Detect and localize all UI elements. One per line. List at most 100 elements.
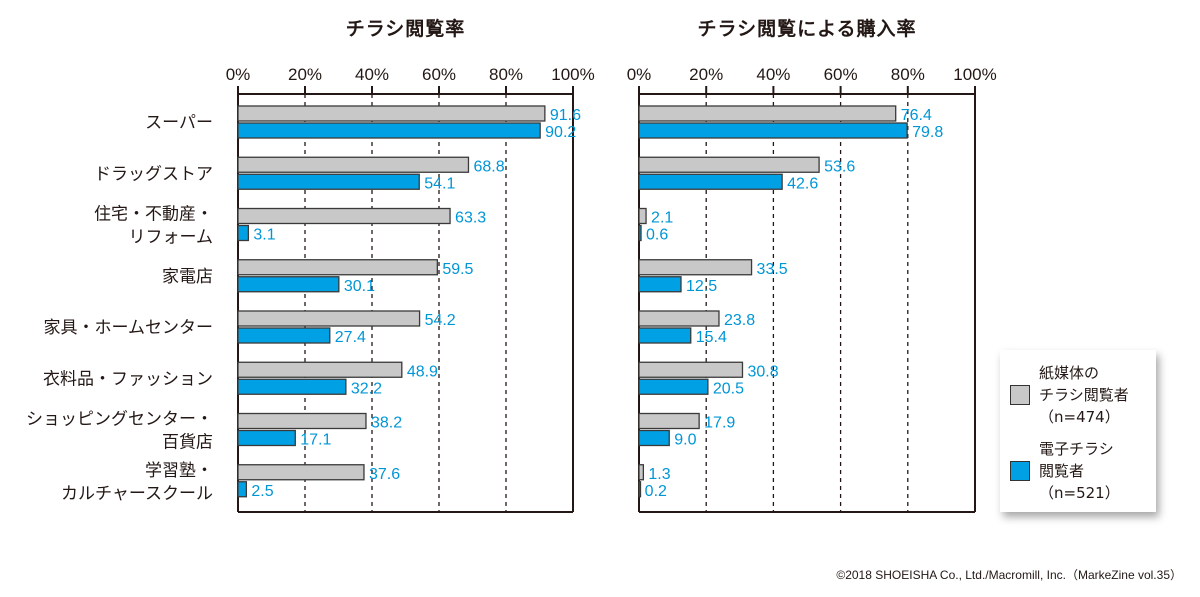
x-tick-label: 100% xyxy=(551,65,594,84)
value-label-digital: 27.4 xyxy=(335,329,366,346)
category-label: 家電店 xyxy=(162,267,213,287)
category-label: 住宅・不動産・ xyxy=(94,205,213,225)
bar-paper xyxy=(237,412,367,430)
category-label: 衣料品・ファッション xyxy=(43,369,213,389)
value-label-paper: 76.4 xyxy=(901,107,932,124)
x-tick-label: 0% xyxy=(627,65,652,84)
bar-digital xyxy=(237,173,420,190)
x-tick-label: 40% xyxy=(756,65,790,84)
value-label-paper: 33.5 xyxy=(757,261,788,278)
bar-paper xyxy=(237,156,470,173)
bar-paper xyxy=(638,259,753,276)
value-label-digital: 17.1 xyxy=(300,432,331,449)
bar-paper xyxy=(237,361,403,378)
bar-digital xyxy=(638,276,682,293)
bar-paper xyxy=(638,207,647,225)
bar-digital xyxy=(638,173,783,190)
copyright-footer: ©2018 SHOEISHA Co., Ltd./Macromill, Inc.… xyxy=(836,568,1182,582)
bar-digital xyxy=(237,378,347,395)
value-label-digital: 12.5 xyxy=(686,278,717,295)
bar-digital xyxy=(638,378,709,395)
bar-paper xyxy=(638,310,720,327)
legend-text-digital: 電子チラシ 閲覧者 （n=521） xyxy=(1039,438,1120,504)
legend-item-paper: 紙媒体の チラシ閲覧者 （n=474） xyxy=(1010,362,1129,428)
bar-digital xyxy=(237,327,331,344)
value-label-digital: 32.2 xyxy=(351,380,382,397)
bar-paper xyxy=(638,412,700,430)
category-label: ショッピングセンター・ xyxy=(26,410,213,430)
bar-digital xyxy=(237,224,250,242)
legend-line: 電子チラシ xyxy=(1039,440,1114,458)
legend-line: （n=474） xyxy=(1039,408,1120,426)
legend-swatch-paper xyxy=(1010,385,1030,405)
category-label: 百貨店 xyxy=(162,433,213,453)
category-label: 学習塾・ xyxy=(145,460,213,481)
bar-paper xyxy=(638,361,744,378)
x-tick-label: 60% xyxy=(422,65,456,84)
category-label: 家具・ホームセンター xyxy=(44,318,214,338)
bar-paper xyxy=(237,207,451,225)
value-label-digital: 9.0 xyxy=(674,432,696,449)
value-label-paper: 38.2 xyxy=(371,415,402,432)
value-label-digital: 79.8 xyxy=(912,124,943,141)
value-label-paper: 1.3 xyxy=(648,466,670,483)
bar-digital xyxy=(237,481,248,498)
x-tick-label: 0% xyxy=(226,65,251,84)
bar-digital xyxy=(237,276,340,293)
legend-item-digital: 電子チラシ 閲覧者 （n=521） xyxy=(1010,438,1120,504)
legend-line: 閲覧者 xyxy=(1039,462,1085,480)
value-label-digital: 20.5 xyxy=(713,380,744,397)
bar-paper xyxy=(237,310,421,327)
bar-paper xyxy=(237,464,365,481)
bar-digital xyxy=(638,481,642,498)
bar-paper xyxy=(237,259,438,276)
bar-digital xyxy=(638,327,692,344)
chart-title-purchase-rate: チラシ閲覧による購入率 xyxy=(697,18,917,40)
x-tick-label: 40% xyxy=(355,65,389,84)
value-label-digital: 0.2 xyxy=(645,483,667,500)
category-label: スーパー xyxy=(145,113,213,133)
value-label-digital: 90.2 xyxy=(545,124,576,141)
bar-paper xyxy=(638,156,820,173)
value-label-digital: 30.1 xyxy=(344,278,375,295)
value-label-digital: 42.6 xyxy=(787,175,818,192)
value-label-paper: 23.8 xyxy=(724,312,755,329)
bar-paper xyxy=(638,105,897,122)
value-label-paper: 48.9 xyxy=(407,363,438,380)
bar-paper xyxy=(237,105,546,122)
bar-paper xyxy=(638,464,645,481)
legend: 紙媒体の チラシ閲覧者 （n=474） 電子チラシ 閲覧者 （n=521） xyxy=(1000,350,1156,512)
value-label-digital: 3.1 xyxy=(253,227,275,244)
bar-digital xyxy=(237,429,296,447)
x-tick-label: 100% xyxy=(953,65,996,84)
legend-swatch-digital xyxy=(1010,461,1030,481)
value-label-digital: 0.6 xyxy=(646,227,668,244)
value-label-paper: 2.1 xyxy=(651,210,673,227)
x-tick-label: 80% xyxy=(891,65,925,84)
x-tick-label: 20% xyxy=(288,65,322,84)
value-label-paper: 53.6 xyxy=(824,158,855,175)
category-label: ドラッグストア xyxy=(94,164,213,184)
legend-line: 紙媒体の xyxy=(1039,364,1100,382)
value-label-paper: 68.8 xyxy=(473,158,504,175)
legend-line: チラシ閲覧者 xyxy=(1039,386,1129,404)
value-label-digital: 15.4 xyxy=(696,329,727,346)
value-label-paper: 63.3 xyxy=(455,210,486,227)
bar-digital xyxy=(638,122,908,139)
value-label-paper: 37.6 xyxy=(369,466,400,483)
bar-digital xyxy=(638,224,642,242)
value-label-digital: 2.5 xyxy=(251,483,273,500)
x-tick-label: 20% xyxy=(689,65,723,84)
category-label: カルチャースクール xyxy=(61,484,213,504)
value-label-paper: 91.6 xyxy=(550,107,581,124)
legend-text-paper: 紙媒体の チラシ閲覧者 （n=474） xyxy=(1039,362,1129,428)
value-label-paper: 54.2 xyxy=(425,312,456,329)
chart-title-view-rate: チラシ閲覧率 xyxy=(345,18,466,40)
x-tick-label: 60% xyxy=(824,65,858,84)
category-label: リフォーム xyxy=(129,228,214,248)
value-label-paper: 17.9 xyxy=(704,415,735,432)
value-label-paper: 30.8 xyxy=(747,363,778,380)
value-label-digital: 54.1 xyxy=(424,175,455,192)
legend-line: （n=521） xyxy=(1039,484,1120,502)
